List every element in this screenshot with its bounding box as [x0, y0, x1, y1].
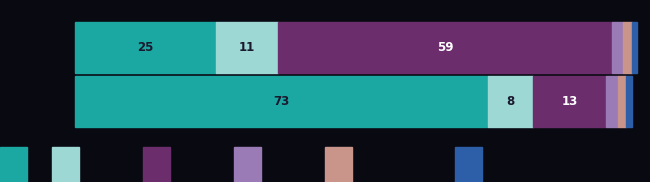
Bar — [612, 22, 623, 73]
Bar — [75, 76, 488, 127]
Bar — [0, 147, 27, 182]
Text: 25: 25 — [137, 41, 153, 54]
Bar — [143, 147, 170, 182]
Bar — [632, 22, 638, 73]
Text: 73: 73 — [273, 95, 289, 108]
Bar — [52, 147, 79, 182]
Text: 11: 11 — [239, 41, 255, 54]
Bar — [455, 147, 482, 182]
Bar — [623, 22, 632, 73]
Bar — [278, 22, 612, 73]
Bar — [488, 76, 533, 127]
Bar — [533, 76, 606, 127]
Bar — [216, 22, 278, 73]
Bar — [234, 147, 261, 182]
Bar — [325, 147, 352, 182]
Bar — [75, 22, 216, 73]
Text: 13: 13 — [562, 95, 578, 108]
Bar — [618, 76, 626, 127]
Bar — [606, 76, 618, 127]
Text: 59: 59 — [437, 41, 454, 54]
Bar — [626, 76, 632, 127]
Text: 8: 8 — [506, 95, 514, 108]
